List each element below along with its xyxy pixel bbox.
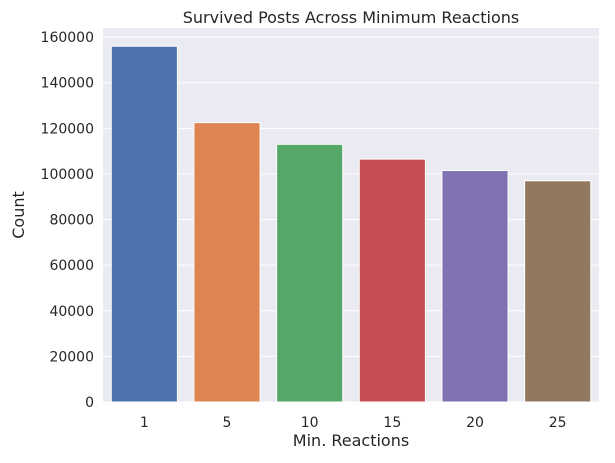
y-tick-label: 0 [85, 395, 94, 411]
y-tick-label: 60000 [49, 258, 94, 274]
x-tick-label: 25 [549, 415, 567, 431]
y-tick-label: 20000 [49, 349, 94, 365]
y-tick-label: 80000 [49, 213, 94, 229]
bar-15 [358, 158, 426, 403]
bars [110, 45, 592, 403]
y-tick-label: 40000 [49, 304, 94, 320]
bar-5 [193, 122, 261, 403]
x-tick-label: 10 [301, 415, 319, 431]
bar-20 [441, 170, 509, 403]
chart-title: Survived Posts Across Minimum Reactions [183, 8, 520, 27]
bar-25 [524, 180, 592, 403]
x-tick-label: 5 [223, 415, 232, 431]
x-tick-labels: 1 5 10 15 20 25 [140, 415, 567, 431]
bar-1 [110, 45, 178, 403]
plot-area [103, 28, 599, 402]
x-tick-label: 20 [466, 415, 484, 431]
x-axis-label: Min. Reactions [293, 431, 409, 450]
y-tick-labels: 0 20000 40000 60000 80000 100000 120000 140000 1… [41, 30, 94, 411]
y-tick-label: 100000 [41, 167, 94, 183]
y-tick-label: 160000 [41, 30, 94, 46]
y-axis-label: Count [9, 191, 28, 239]
y-tick-label: 140000 [41, 76, 94, 92]
y-tick-label: 120000 [41, 121, 94, 137]
gridlines [103, 36, 599, 403]
bar-10 [276, 143, 344, 403]
x-tick-label: 15 [383, 415, 401, 431]
x-tick-label: 1 [140, 415, 149, 431]
